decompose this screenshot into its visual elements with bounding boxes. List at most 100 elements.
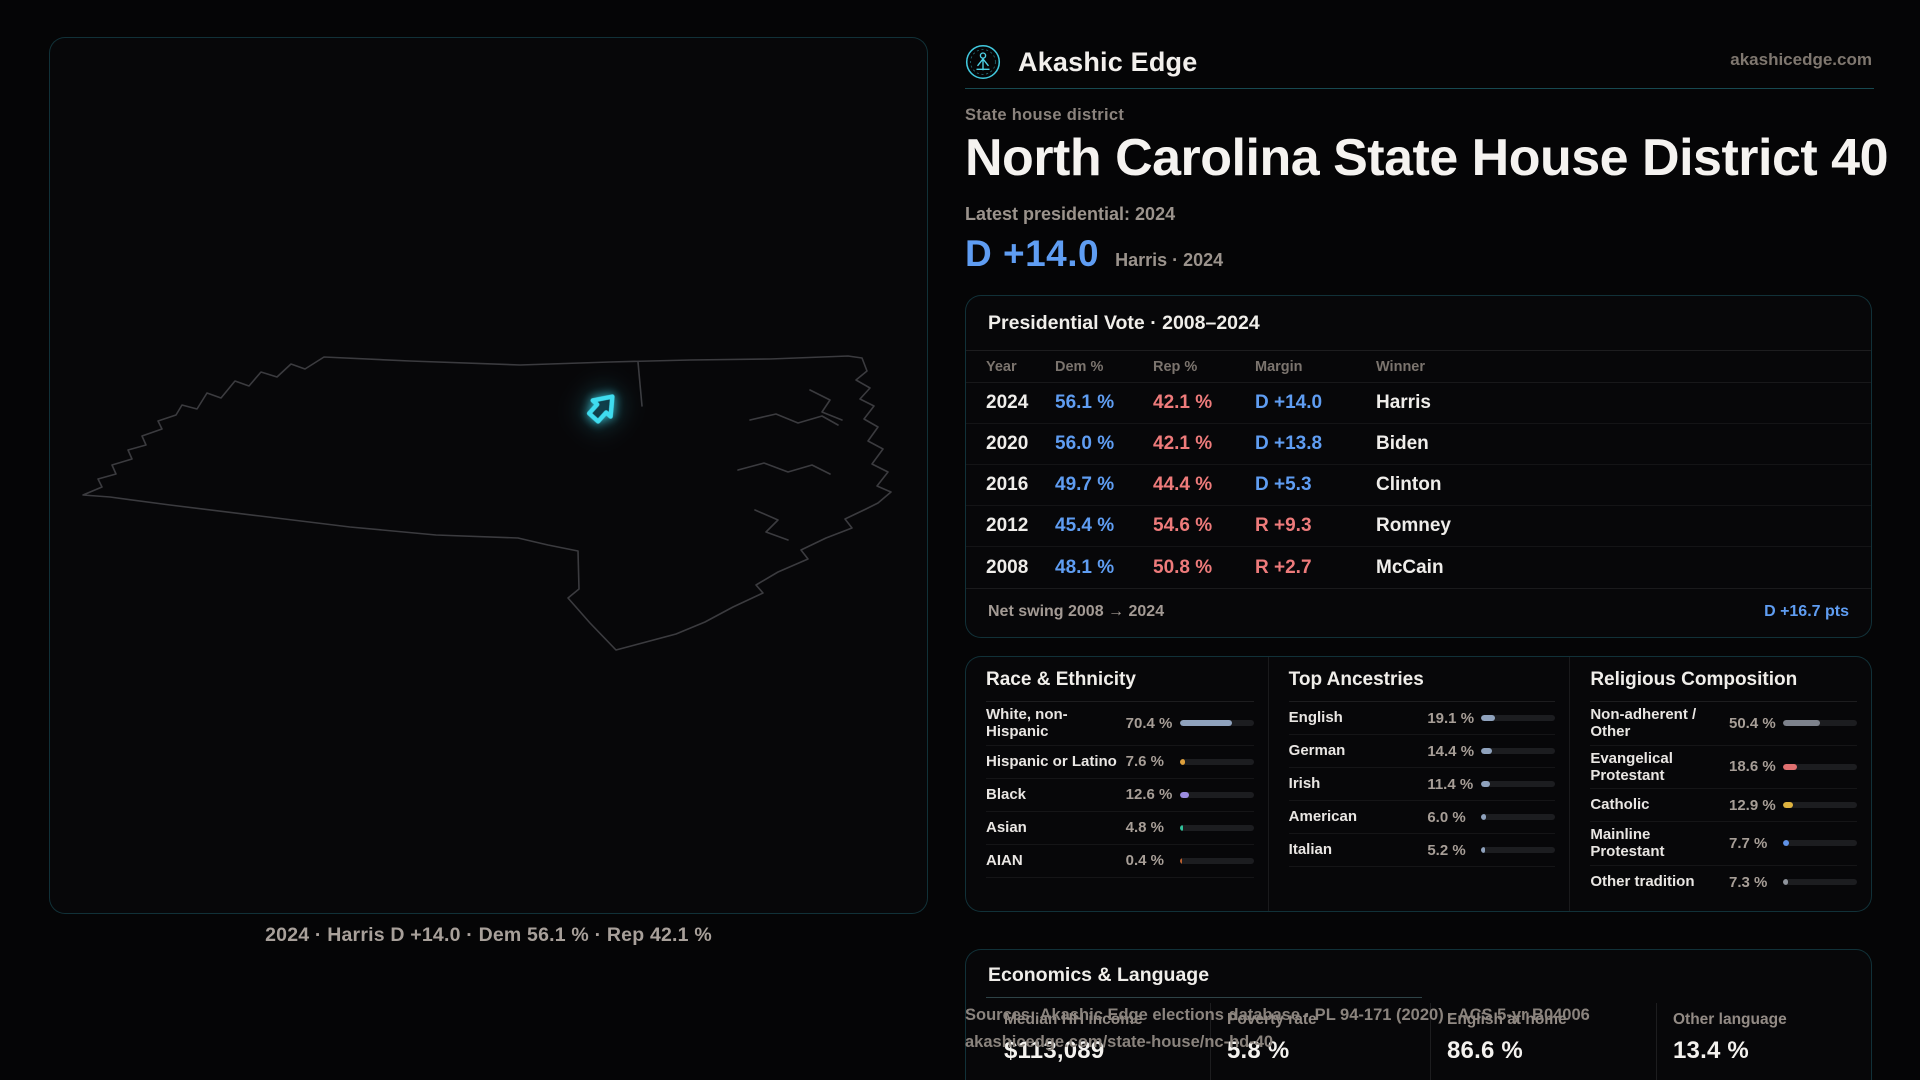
stat-bar-fill bbox=[1179, 824, 1184, 831]
ancestries-section: Top Ancestries English 19.1 % German 14.… bbox=[1267, 657, 1570, 911]
stat-median-income: Median HH income $113,089 bbox=[966, 1003, 1210, 1080]
winner-cell: Romney bbox=[1376, 515, 1451, 536]
stat-label: Non-adherent / Other bbox=[1590, 706, 1697, 741]
headline-margin-value: D +14.0 bbox=[965, 233, 1100, 274]
north-carolina-map[interactable] bbox=[50, 38, 928, 914]
stat-bar-track bbox=[1782, 840, 1857, 847]
header-divider bbox=[965, 88, 1874, 89]
stat-bar-fill bbox=[1782, 720, 1821, 727]
stat-value: 0.4 % bbox=[1125, 852, 1165, 869]
stat-label: Black bbox=[986, 785, 1027, 803]
stat-bar-fill bbox=[1782, 840, 1789, 847]
dem-cell: 56.0 % bbox=[1055, 433, 1115, 454]
stat-value: 12.6 % bbox=[1125, 786, 1173, 803]
stat-value: 70.4 % bbox=[1125, 714, 1173, 732]
stat-value: 5.2 % bbox=[1427, 841, 1466, 859]
stat-bar-track bbox=[1481, 715, 1556, 721]
table-row: 2012 45.4 % 54.6 % R +9.3 Romney bbox=[966, 506, 1871, 547]
stat-label: Irish bbox=[1288, 775, 1321, 793]
brand-domain-link[interactable]: akashicedge.com bbox=[1730, 50, 1872, 69]
stat-value: 7.3 % bbox=[1728, 873, 1768, 891]
stat-other-language: Other language 13.4 % bbox=[1656, 1003, 1871, 1080]
year-cell: 2012 bbox=[986, 515, 1029, 536]
stat-label: Other language bbox=[1673, 1011, 1787, 1028]
margin-cell: D +5.3 bbox=[1255, 474, 1312, 495]
stat-poverty-rate: Poverty rate 5.8 % bbox=[1210, 1003, 1430, 1080]
headline-margin-context: Harris · 2024 bbox=[1115, 250, 1224, 270]
stat-row: Irish 11.4 % bbox=[1288, 768, 1556, 801]
stat-label: English at home bbox=[1447, 1011, 1567, 1028]
religion-section: Religious Composition Non-adherent / Oth… bbox=[1569, 657, 1871, 911]
stat-row: White, non-Hispanic 70.4 % bbox=[986, 702, 1254, 746]
stat-english-at-home: English at home 86.6 % bbox=[1430, 1003, 1656, 1080]
state-outline bbox=[82, 355, 892, 651]
table-row: 2024 56.1 % 42.1 % D +14.0 Harris bbox=[966, 383, 1871, 424]
district-type-kicker: State house district bbox=[965, 106, 1125, 124]
stat-row: German 14.4 % bbox=[1288, 735, 1556, 768]
stat-bar-track bbox=[1179, 824, 1254, 831]
col-header-winner: Winner bbox=[1376, 358, 1426, 375]
stat-bar-fill bbox=[1481, 814, 1486, 820]
stat-row: AIAN 0.4 % bbox=[986, 845, 1254, 878]
margin-cell: D +14.0 bbox=[1255, 392, 1323, 413]
winner-cell: Harris bbox=[1376, 392, 1431, 413]
presidential-vote-panel: Presidential Vote · 2008–2024 Year Dem %… bbox=[965, 295, 1872, 638]
stat-label: AIAN bbox=[986, 851, 1023, 869]
stat-bar-track bbox=[1481, 814, 1556, 820]
stat-bar-track bbox=[1179, 720, 1254, 727]
stat-bar-fill bbox=[1782, 802, 1793, 808]
net-swing-label: Net swing 2008 → 2024 bbox=[988, 603, 1165, 620]
dem-cell: 49.7 % bbox=[1055, 474, 1115, 495]
year-cell: 2016 bbox=[986, 474, 1029, 495]
stat-value: 18.6 % bbox=[1728, 758, 1776, 776]
stat-bar-fill bbox=[1179, 857, 1182, 864]
headline-margin-group: D +14.0 Harris · 2024 bbox=[965, 233, 1223, 275]
dem-cell: 56.1 % bbox=[1055, 392, 1115, 413]
stat-bar-fill bbox=[1179, 720, 1232, 727]
dem-cell: 48.1 % bbox=[1055, 556, 1115, 578]
site-header: Akashic Edge akashicedge.com bbox=[965, 40, 1872, 84]
stat-value: 6.0 % bbox=[1427, 808, 1466, 826]
col-header-margin: Margin bbox=[1255, 358, 1303, 375]
stat-row: American 6.0 % bbox=[1288, 801, 1556, 834]
rep-cell: 44.4 % bbox=[1153, 474, 1213, 495]
stat-row: Evangelical Protestant 18.6 % bbox=[1590, 746, 1857, 789]
col-header-dem: Dem % bbox=[1055, 358, 1104, 375]
presidential-vote-title-row: Presidential Vote · 2008–2024 bbox=[966, 296, 1871, 351]
stat-label: English bbox=[1288, 709, 1343, 727]
stat-label: Median HH income bbox=[1004, 1011, 1143, 1028]
stat-label: Asian bbox=[986, 818, 1027, 836]
stat-value: $113,089 bbox=[1004, 1037, 1105, 1064]
permalink[interactable]: akashicedge.com/state-house/nc-hd-40 bbox=[965, 1033, 1274, 1051]
stat-row: Other tradition 7.3 % bbox=[1590, 866, 1857, 899]
akashic-edge-logo-icon bbox=[965, 44, 1001, 80]
stat-bar-track bbox=[1782, 879, 1857, 885]
stat-label: Evangelical Protestant bbox=[1590, 749, 1673, 784]
stat-bar-track bbox=[1782, 802, 1857, 808]
district-map-panel bbox=[49, 37, 928, 914]
stat-row: Black 12.6 % bbox=[986, 779, 1254, 812]
margin-cell: D +13.8 bbox=[1255, 433, 1323, 454]
map-caption: 2024 · Harris D +14.0 · Dem 56.1 % · Rep… bbox=[265, 924, 712, 946]
economics-language-panel: Economics & Language Median HH income $1… bbox=[965, 949, 1872, 1080]
stat-bar-track bbox=[1782, 720, 1857, 727]
stat-bar-track bbox=[1481, 748, 1556, 754]
sources-footer: Sources: Akashic Edge elections database… bbox=[965, 1002, 1590, 1056]
religion-title: Religious Composition bbox=[1590, 669, 1857, 702]
stat-bar-fill bbox=[1481, 715, 1496, 721]
stat-bar-track bbox=[1481, 847, 1556, 853]
brand-name: Akashic Edge bbox=[1018, 46, 1198, 77]
economics-stats-row: Median HH income $113,089 Poverty rate 5… bbox=[966, 1003, 1871, 1080]
stat-bar-track bbox=[1481, 781, 1556, 787]
stat-row: Non-adherent / Other 50.4 % bbox=[1590, 702, 1857, 746]
stat-value: 50.4 % bbox=[1728, 714, 1776, 732]
district-40-highlight[interactable] bbox=[585, 389, 622, 426]
ancestries-title: Top Ancestries bbox=[1288, 669, 1556, 702]
stat-value: 4.8 % bbox=[1125, 819, 1165, 836]
stat-row: Asian 4.8 % bbox=[986, 812, 1254, 845]
stat-bar-fill bbox=[1179, 758, 1186, 765]
stat-bar-track bbox=[1782, 763, 1857, 770]
stat-bar-track bbox=[1179, 791, 1254, 798]
stat-bar-fill bbox=[1782, 879, 1789, 885]
stat-value: 14.4 % bbox=[1427, 742, 1475, 760]
